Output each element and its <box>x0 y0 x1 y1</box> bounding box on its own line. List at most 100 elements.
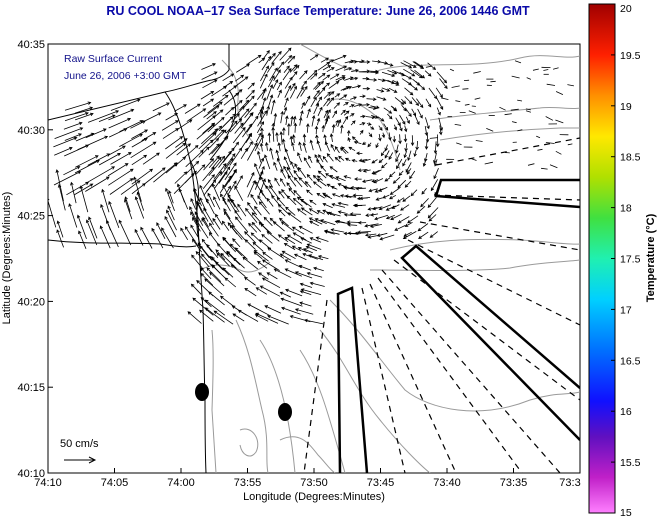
current-vector-arrow <box>64 101 92 111</box>
current-vector-arrow <box>383 107 393 114</box>
current-vector-arrow <box>134 228 144 246</box>
current-vector-arrow <box>322 203 333 209</box>
current-vector-arrow <box>396 158 403 170</box>
current-vector-arrow <box>433 168 439 180</box>
current-vector-arrow <box>282 68 292 81</box>
current-vector-arrow <box>356 151 363 156</box>
current-vector-arrow <box>280 168 287 179</box>
current-vector-arrow <box>85 128 107 139</box>
current-vector-arrow <box>204 299 226 316</box>
current-vector-arrow <box>215 213 223 226</box>
current-vector-arrow <box>330 185 338 190</box>
current-vector-arrow <box>346 223 358 227</box>
current-vector-arrow <box>293 122 298 133</box>
current-vector-arrow <box>309 54 319 61</box>
current-vector-arrow <box>306 173 313 181</box>
current-vector-arrow <box>324 141 330 152</box>
current-vector-arrow <box>388 171 396 178</box>
current-vector-arrow <box>567 143 573 146</box>
current-vector-arrow <box>321 124 326 133</box>
current-vector-arrow <box>250 193 258 205</box>
current-vector-arrow <box>375 197 383 201</box>
current-vector-arrow <box>317 170 327 179</box>
y-tick-label: 40:10 <box>17 468 45 480</box>
current-vector-arrow <box>229 147 243 166</box>
current-vector-arrow <box>202 122 216 134</box>
current-vector-arrow <box>420 198 429 208</box>
current-vector-arrow <box>292 232 307 241</box>
current-vector-arrow <box>174 104 187 112</box>
current-vector-arrow <box>365 213 374 217</box>
current-vector-arrow <box>335 176 346 182</box>
current-vector-arrow <box>322 82 331 90</box>
current-vector-arrow <box>208 155 226 177</box>
current-vector-arrow <box>299 301 312 307</box>
colorbar-tick-label: 20 <box>620 3 632 15</box>
current-vector-arrow <box>404 107 412 117</box>
scale-arrow <box>64 456 97 464</box>
current-vector-arrow <box>244 239 256 250</box>
current-vector-arrow <box>545 116 554 121</box>
current-vector-arrow <box>555 91 564 95</box>
current-vector-arrow <box>440 97 449 100</box>
current-vector-arrow <box>208 291 225 306</box>
current-vector-arrow <box>343 67 353 71</box>
current-vector-arrow <box>456 142 462 145</box>
current-vector-arrow <box>347 137 351 142</box>
current-vector-arrow <box>261 277 281 289</box>
current-vector-arrow <box>455 100 461 102</box>
current-vector-arrow <box>339 194 352 198</box>
current-vector-arrow <box>302 253 318 260</box>
current-vector-arrow <box>359 122 366 126</box>
current-vector-arrow <box>317 61 331 71</box>
current-vector-arrow <box>335 119 339 126</box>
current-vector-arrow <box>332 54 347 62</box>
current-vector-arrow <box>108 128 128 138</box>
current-vector-arrow <box>284 84 292 98</box>
current-vector-arrow <box>350 76 359 81</box>
current-vector-arrow <box>213 109 224 119</box>
current-vector-arrow <box>552 67 559 70</box>
current-vector-arrow <box>316 175 323 181</box>
current-vector-arrow <box>228 180 237 195</box>
current-vector-arrow <box>258 272 269 280</box>
current-vector-arrow <box>555 119 564 124</box>
current-vector-arrow <box>313 81 321 90</box>
current-vector-arrow <box>368 188 378 193</box>
current-vector-arrow <box>330 228 345 233</box>
current-vector-arrow <box>259 142 264 152</box>
current-vector-arrow <box>225 106 235 116</box>
current-vector-arrow <box>283 156 291 170</box>
current-vector-arrow <box>353 140 362 145</box>
current-vector-arrow <box>231 113 240 123</box>
current-vector-arrow <box>343 175 352 179</box>
current-vector-arrow <box>199 309 214 322</box>
current-vector-arrow <box>314 80 324 90</box>
current-vector-arrow <box>298 141 302 151</box>
current-vector-arrow <box>359 94 366 99</box>
current-vector-arrow <box>418 231 429 239</box>
current-vector-arrow <box>490 80 496 83</box>
current-vector-arrow <box>298 264 312 271</box>
current-vector-arrow <box>304 95 311 106</box>
current-vector-arrow <box>193 188 202 207</box>
current-vector-arrow <box>247 142 258 161</box>
x-tick-label: 73:55 <box>234 477 262 489</box>
current-vector-arrow <box>271 195 281 207</box>
current-vector-arrow <box>68 203 78 228</box>
current-vector-arrow <box>260 127 264 144</box>
current-vector-arrow <box>549 164 558 169</box>
current-vector-arrow <box>385 214 395 220</box>
current-vector-arrow <box>405 162 412 173</box>
current-vector-arrow <box>290 161 295 169</box>
current-vector-arrow <box>242 256 259 270</box>
current-vector-arrow <box>217 129 227 139</box>
current-vector-arrow <box>394 97 405 105</box>
current-vector-arrow <box>245 133 253 144</box>
current-vector-arrow <box>368 132 373 138</box>
current-vector-arrow <box>301 101 305 109</box>
current-vector-arrow <box>293 253 307 261</box>
buoy-marker <box>195 383 209 401</box>
current-vector-arrow <box>168 190 174 204</box>
current-vector-arrow <box>370 114 379 119</box>
